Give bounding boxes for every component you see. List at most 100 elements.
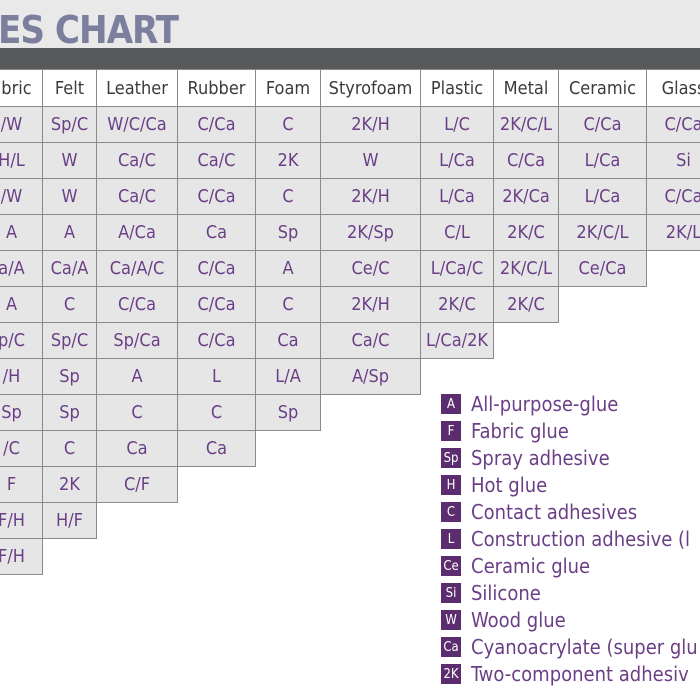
table-cell: Ca	[177, 214, 256, 251]
legend-code-badge: A	[441, 394, 461, 414]
table-cell: Ca/C	[96, 178, 178, 215]
table-cell: Sp	[42, 358, 97, 395]
table-cell: Ca/A/C	[96, 250, 178, 287]
table-cell: A	[42, 214, 97, 251]
table-cell: 2K/C	[493, 286, 559, 323]
chart-title: ES CHART	[0, 8, 179, 52]
legend-label: Ceramic glue	[471, 554, 591, 578]
table-cell: W	[320, 142, 421, 179]
table-cell: L/Ca	[558, 178, 647, 215]
column-header: Felt	[42, 69, 97, 107]
table-cell: F/H	[0, 502, 43, 539]
table-cell: Sp	[255, 214, 321, 251]
table-cell: C	[255, 106, 321, 143]
table-cell: 2K	[255, 142, 321, 179]
table-cell: A	[0, 214, 43, 251]
table-cell: C/Ca	[646, 178, 700, 215]
legend-code-badge: Sp	[441, 448, 461, 468]
table-cell: a/A	[0, 250, 43, 287]
table-cell: 2K/C/L	[493, 106, 559, 143]
table-cell: C/F	[96, 466, 178, 503]
table-cell: C	[177, 394, 256, 431]
table-cell: C/L	[420, 214, 494, 251]
table-cell: 2K/H	[320, 106, 421, 143]
legend-label: Silicone	[471, 581, 541, 605]
legend-label: Cyanoacrylate (super glu	[471, 635, 698, 659]
table-cell: C/Ca	[493, 142, 559, 179]
legend-code-badge: F	[441, 421, 461, 441]
table-cell: C	[255, 286, 321, 323]
column-header: Styrofoam	[320, 69, 421, 107]
table-cell: 2K/C	[420, 286, 494, 323]
table-cell: 2K/C	[493, 214, 559, 251]
column-header: abric	[0, 69, 43, 107]
column-header: Leather	[96, 69, 178, 107]
table-cell: 2K	[42, 466, 97, 503]
column-header: Glass	[646, 69, 700, 107]
legend-code-badge: Si	[441, 583, 461, 603]
table-cell: p/C	[0, 322, 43, 359]
table-cell: L/C	[420, 106, 494, 143]
table-cell: W	[42, 142, 97, 179]
legend-label: Spray adhesive	[471, 446, 610, 470]
legend-label: Fabric glue	[471, 419, 569, 443]
legend-code-badge: L	[441, 529, 461, 549]
table-cell: 2K/H	[320, 286, 421, 323]
table-cell: C/Ca	[177, 250, 256, 287]
table-cell: 2K/L	[646, 214, 700, 251]
legend-code-badge: H	[441, 475, 461, 495]
table-cell: A	[0, 286, 43, 323]
table-cell: A	[255, 250, 321, 287]
table-cell: Ce/C	[320, 250, 421, 287]
table-cell: Ca/C	[96, 142, 178, 179]
legend-label: All-purpose-glue	[471, 392, 619, 416]
header-band	[0, 48, 700, 69]
table-cell: 2K/H	[320, 178, 421, 215]
legend-code-badge: 2K	[441, 664, 461, 684]
table-cell: W	[42, 178, 97, 215]
table-cell: 2K/Ca	[493, 178, 559, 215]
table-cell: C	[255, 178, 321, 215]
table-cell: 2K/C/L	[558, 214, 647, 251]
table-cell: F/H	[0, 538, 43, 575]
table-cell: L/A	[255, 358, 321, 395]
table-cell: /W	[0, 106, 43, 143]
table-cell: Sp/C	[42, 106, 97, 143]
table-cell: L/Ca	[420, 142, 494, 179]
table-cell: /C	[0, 430, 43, 467]
column-header: Rubber	[177, 69, 256, 107]
legend-label: Contact adhesives	[471, 500, 638, 524]
table-cell: C/Ca	[177, 322, 256, 359]
table-cell: C/Ca	[177, 178, 256, 215]
table-cell: Si	[646, 142, 700, 179]
table-cell: L	[177, 358, 256, 395]
table-cell: Ca	[96, 430, 178, 467]
legend-label: Hot glue	[471, 473, 548, 497]
table-cell: Ca	[177, 430, 256, 467]
table-cell: W/C/Ca	[96, 106, 178, 143]
legend-label: Two-component adhesiv	[471, 662, 689, 686]
table-cell: Sp	[42, 394, 97, 431]
table-cell: 2K/Sp	[320, 214, 421, 251]
table-cell: 2K/C/L	[493, 250, 559, 287]
table-cell: C/Ca	[177, 106, 256, 143]
legend-label: Construction adhesive (l	[471, 527, 691, 551]
table-cell: C	[42, 286, 97, 323]
legend-code-badge: W	[441, 610, 461, 630]
legend-code-badge: Ca	[441, 637, 461, 657]
table-cell: C/Ca	[96, 286, 178, 323]
table-cell: Sp/Ca	[96, 322, 178, 359]
legend-code-badge: C	[441, 502, 461, 522]
table-cell: L/Ca	[558, 142, 647, 179]
column-header: Foam	[255, 69, 321, 107]
column-header: Ceramic	[558, 69, 647, 107]
table-cell: Sp/C	[42, 322, 97, 359]
table-cell: L/Ca/C	[420, 250, 494, 287]
column-header: Metal	[493, 69, 559, 107]
table-cell: Ce/Ca	[558, 250, 647, 287]
table-cell: H/L	[0, 142, 43, 179]
table-cell: Ca/A	[42, 250, 97, 287]
table-cell: C/Ca	[558, 106, 647, 143]
table-cell: A	[96, 358, 178, 395]
